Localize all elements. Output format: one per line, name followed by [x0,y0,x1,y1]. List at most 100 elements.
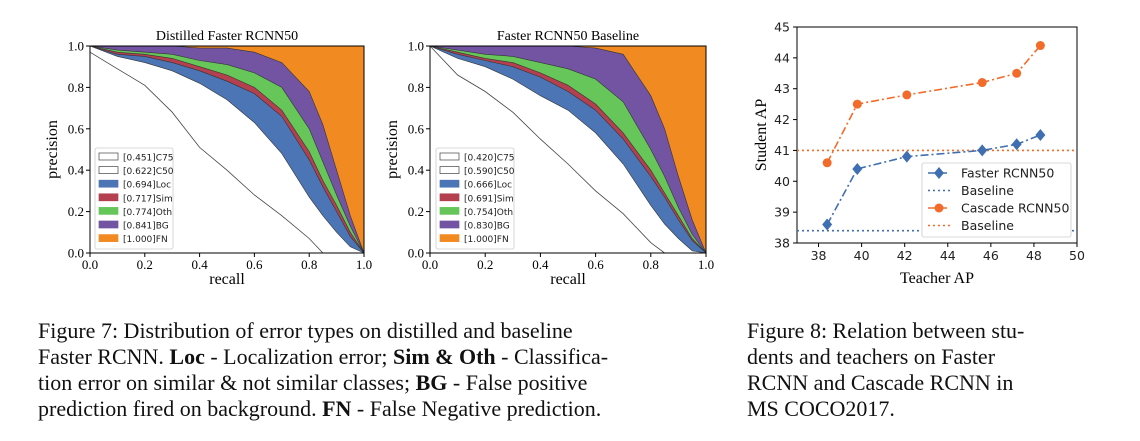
y-tick-label: 38 [774,236,790,251]
legend-swatch-oth [98,207,119,215]
data-point-faster [977,144,988,157]
y-tick-label: 1.0 [68,39,84,54]
y-tick-label: 0.6 [408,121,425,136]
x-tick-label: 0.6 [246,257,263,272]
y-tick-label: 0.4 [408,163,425,178]
legend-box [921,162,1072,238]
caption-line: Figure 7: Distribution of error types on… [38,318,722,344]
caption-line: Faster RCNN. Loc - Localization error; S… [38,344,722,370]
y-tick-label: 0.0 [408,246,424,261]
legend-label: [1.000]FN [123,235,168,245]
legend: Faster RCNN50 Baseline Cascade RCNN50 Basel… [921,162,1072,238]
x-tick-label: 1.0 [356,257,372,272]
caption-text: dents and teachers on Faster [747,344,996,369]
legend: [0.451]C75 [0.622]C50 [0.694]Loc [0.717]Sim… [94,147,174,250]
legend-swatch-fn [439,234,460,242]
legend-label: [0.451]C75 [123,154,174,164]
x-tick-label: 46 [983,248,999,263]
caption-text: - Classifica- [495,344,609,369]
legend-marker-circle [934,203,944,213]
axes-frame [89,45,365,254]
legend-swatch-c75 [98,152,119,161]
series-line-0 [826,134,1041,225]
y-tick-label: 42 [774,112,790,127]
caption-text: prediction fired on background. [38,396,323,421]
y-tick-label: 0.2 [408,204,424,219]
x-axis-label: recall [209,271,245,288]
x-tick-label: 40 [854,248,870,263]
data-point-cascade [822,158,832,168]
x-tick-label: 0.8 [301,257,317,272]
caption-term: BG [415,370,448,395]
caption-text: Figure 8: Relation between stu- [747,318,1025,343]
x-tick-label: 0.8 [643,257,659,272]
legend-swatch-sim [98,193,119,202]
y-axis-label: precision [384,120,401,179]
caption-text: - False positive [447,370,588,395]
caption-line: Figure 8: Relation between stu- [747,318,1095,344]
x-tick-label: 44 [940,248,956,263]
legend-label: Faster RCNN50 [961,166,1054,181]
x-tick-label: 38 [811,248,827,263]
legend-swatch-c50 [439,166,460,174]
caption-text: - Localization error; [204,344,393,369]
y-tick-label: 40 [774,174,790,189]
caption-text: Faster RCNN. [38,344,170,369]
x-axis-label: recall [550,271,586,288]
y-tick-label: 0.0 [68,246,84,261]
y-tick-label: 39 [774,205,790,220]
data-point-faster [901,150,912,163]
caption-text: tion error on similar & not similar clas… [38,370,416,395]
y-tick-label: 41 [774,143,790,158]
pr-chart-0: 0.0 0.2 0.4 0.6 0.8 1.0 0.0 0.2 0.4 0.6 0.8 1.0 Dist… [44,29,372,288]
caption-term: Loc [169,344,205,369]
legend-label: [0.774]Oth [123,208,172,218]
x-tick-label: 0.2 [137,257,153,272]
data-point-cascade [1012,68,1022,78]
x-tick-label: 0.0 [82,257,98,272]
teacher-student-chart: 38 40 42 44 46 48 50 38 39 40 41 42 43 44 45 Teacher AP… [753,20,1085,288]
data-point-faster [852,162,863,175]
x-tick-label: 0.2 [477,257,493,272]
x-tick-label: 0.4 [191,257,208,272]
data-point-cascade [902,90,912,100]
pr-chart-1: 0.0 0.2 0.4 0.6 0.8 1.0 0.0 0.2 0.4 0.6 0.8 1.0 Fast… [384,29,714,288]
legend-label: [0.694]Loc [123,181,171,191]
data-point-cascade [1035,41,1045,51]
figure-7-caption: Figure 7: Distribution of error types on… [38,318,722,422]
legend-label: [0.666]Loc [464,181,512,191]
data-point-cascade [977,78,987,88]
legend-label: [0.830]BG [464,222,510,232]
legend-label: Cascade RCNN50 [961,201,1069,216]
legend-swatch-loc [439,179,460,188]
x-tick-label: 48 [1026,248,1042,263]
legend-label: [0.590]C50 [464,167,515,177]
x-tick-label: 1.0 [698,257,714,272]
y-tick-label: 43 [774,81,790,96]
y-tick-label: 45 [774,20,790,35]
caption-line: RCNN and Cascade RCNN in [747,370,1095,396]
y-tick-label: 0.2 [68,204,84,219]
chart-title: Faster RCNN50 Baseline [497,29,639,44]
caption-text: MS COCO2017. [747,396,895,421]
legend-label: [0.420]C75 [464,154,515,164]
legend-label: [0.622]C50 [123,167,174,177]
caption-line: dents and teachers on Faster [747,344,1095,370]
data-point-cascade [852,99,862,109]
y-tick-label: 0.8 [408,80,424,95]
legend-swatch-fn [98,234,119,242]
legend-swatch-c50 [98,166,119,174]
x-tick-label: 0.4 [532,257,549,272]
x-tick-label: 0.0 [422,257,438,272]
legend-label: Baseline [961,183,1014,198]
y-axis-label: Student AP [753,99,770,172]
legend-swatch-sim [439,193,460,202]
chart-title: Distilled Faster RCNN50 [156,29,298,44]
legend-label: Baseline [961,218,1014,233]
legend-marker-diamond [934,167,944,179]
legend-swatch-oth [439,207,460,215]
caption-line: prediction fired on background. FN - Fal… [38,396,722,422]
data-point-faster [1011,138,1022,151]
x-tick-label: 50 [1069,248,1085,263]
